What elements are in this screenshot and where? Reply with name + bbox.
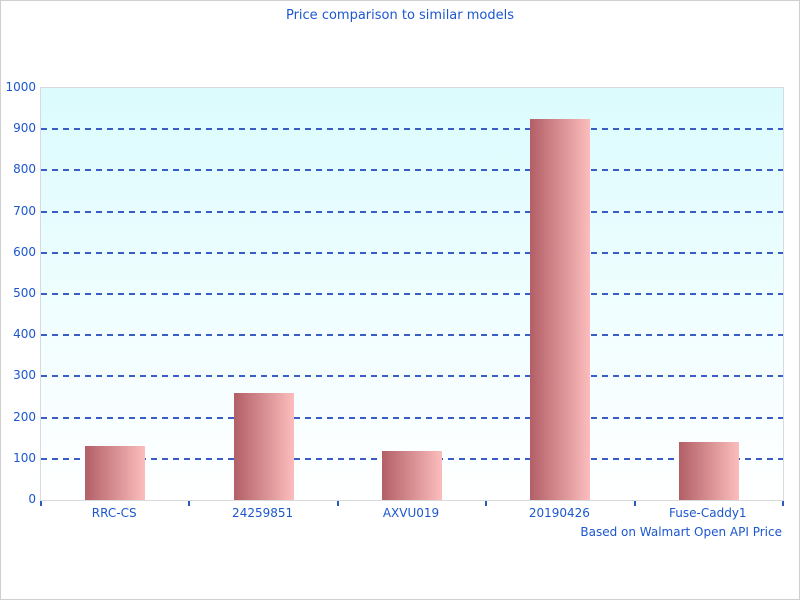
bar-RRC-CS — [85, 446, 146, 500]
x-axis-tick — [336, 501, 339, 506]
y-axis-label-900: 900 — [13, 121, 36, 136]
bar-Fuse-Caddy1 — [678, 442, 739, 500]
y-axis: 0 100 200 300 400 500 600 700 800 900 1000 — [1, 81, 36, 505]
x-axis-label-Fuse-Caddy1: Fuse-Caddy1 — [669, 506, 747, 520]
y-axis-label-800: 800 — [13, 162, 36, 177]
x-axis-tick — [633, 501, 636, 506]
y-axis-label-1000: 1000 — [5, 80, 36, 94]
chart-footnote: Based on Walmart Open API Price — [580, 525, 782, 539]
gridline-700 — [41, 210, 783, 213]
gridline-900 — [41, 128, 783, 131]
x-axis-tick — [40, 501, 42, 506]
x-axis-tick — [485, 501, 488, 506]
y-axis-label-0: 0 — [28, 492, 36, 506]
x-axis-tick — [188, 501, 191, 506]
y-axis-label-700: 700 — [13, 203, 36, 218]
y-axis-label-200: 200 — [13, 409, 36, 424]
x-axis-label-AXVU019: AXVU019 — [382, 506, 440, 520]
y-axis-label-300: 300 — [13, 368, 36, 383]
x-axis-label-20190426: 20190426 — [528, 506, 590, 520]
gridline-600 — [41, 251, 783, 254]
gridline-800 — [41, 169, 783, 172]
y-axis-label-600: 600 — [13, 244, 36, 259]
x-axis-label-24259851: 24259851 — [232, 506, 294, 520]
gridline-400 — [41, 334, 783, 337]
bar-AXVU019 — [382, 451, 442, 500]
x-axis: RRC-CS 24259851 AXVU019 20190426 Fuse-Caddy1 — [40, 506, 782, 522]
y-axis-label-400: 400 — [13, 327, 36, 342]
chart-title: Price comparison to similar models — [285, 8, 515, 23]
x-axis-label-RRC-CS: RRC-CS — [91, 506, 137, 520]
y-axis-label-100: 100 — [13, 450, 36, 465]
plot-area — [40, 87, 784, 506]
y-axis-label-500: 500 — [13, 286, 36, 300]
gridline-200 — [41, 416, 783, 419]
plot-inner — [40, 88, 784, 506]
bar-20190426 — [530, 118, 591, 500]
bar-24259851 — [233, 392, 294, 500]
gridline-500 — [41, 293, 783, 295]
gridline-300 — [41, 375, 783, 378]
x-axis-tick — [782, 501, 784, 506]
